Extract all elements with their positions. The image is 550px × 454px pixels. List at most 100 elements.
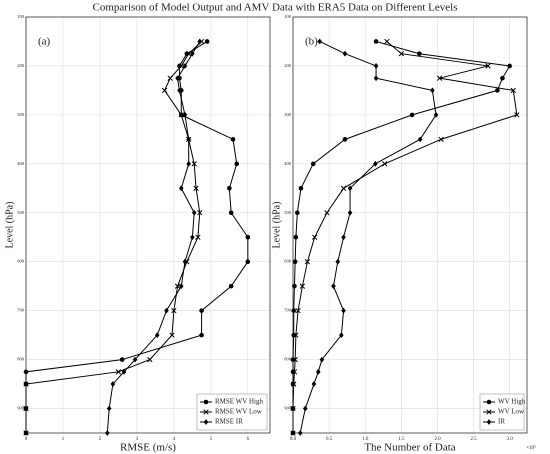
marker xyxy=(177,87,182,94)
x-axis-label: The Number of Data xyxy=(364,442,455,454)
y-tick-label: 300 xyxy=(284,112,292,117)
x-tick-label: 1.5 xyxy=(398,437,405,442)
marker xyxy=(510,87,516,94)
y-tick-label: 600 xyxy=(17,259,25,264)
marker xyxy=(292,259,298,265)
marker xyxy=(384,38,390,45)
marker xyxy=(121,368,127,375)
y-tick-label: 500 xyxy=(17,210,25,215)
marker xyxy=(319,356,325,363)
y-tick-label: 900 xyxy=(17,406,25,411)
y-tick-label: 400 xyxy=(17,161,25,166)
marker xyxy=(342,137,348,142)
marker xyxy=(430,87,435,94)
marker xyxy=(186,136,191,143)
marker xyxy=(203,419,209,425)
marker xyxy=(331,283,336,290)
marker xyxy=(23,405,29,412)
x-tick-label: 0.5 xyxy=(326,437,333,442)
x-tick-label: 2.5 xyxy=(470,437,477,442)
x-tick-label: 3.0 xyxy=(507,437,514,442)
marker xyxy=(164,307,169,314)
series-line xyxy=(106,41,201,434)
y-tick-label: 700 xyxy=(17,308,25,313)
marker xyxy=(204,39,210,44)
marker xyxy=(23,430,29,436)
offset-label: ×10⁵ xyxy=(526,445,536,451)
marker xyxy=(324,210,330,216)
marker xyxy=(291,308,297,313)
marker xyxy=(190,234,195,241)
plot-frame xyxy=(292,16,528,434)
marker xyxy=(178,185,184,192)
legend-label: WV Low xyxy=(498,408,525,416)
marker xyxy=(132,356,138,363)
series-line xyxy=(299,41,437,434)
y-tick-label: 300 xyxy=(17,112,25,117)
marker xyxy=(154,332,160,339)
marker xyxy=(335,258,341,265)
marker xyxy=(433,111,439,118)
y-tick-label: 100 xyxy=(17,14,25,19)
x-tick-label: 5 xyxy=(210,437,213,442)
marker xyxy=(347,185,353,192)
y-tick-label: 900 xyxy=(284,406,292,411)
marker xyxy=(340,185,347,191)
legend-label: RMSE IR xyxy=(215,418,243,426)
marker xyxy=(290,381,296,387)
legend-label: WV High xyxy=(498,398,526,406)
marker xyxy=(486,419,492,425)
marker xyxy=(191,161,197,167)
marker xyxy=(302,405,308,412)
marker xyxy=(436,75,443,81)
marker xyxy=(193,185,199,191)
y-tick-label: 800 xyxy=(284,357,292,362)
marker xyxy=(228,210,234,216)
panel-label: (b) xyxy=(305,36,318,48)
legend-label: RMSE WV High xyxy=(215,398,263,406)
marker xyxy=(315,368,321,375)
marker xyxy=(115,369,122,375)
series-line xyxy=(292,41,518,433)
marker xyxy=(290,430,296,436)
marker xyxy=(486,399,492,405)
y-tick-label: 100 xyxy=(284,14,292,19)
marker xyxy=(290,405,296,412)
marker xyxy=(417,136,423,143)
marker xyxy=(197,38,203,45)
marker xyxy=(292,283,297,289)
marker xyxy=(486,409,492,415)
marker xyxy=(293,332,299,338)
marker xyxy=(298,185,304,191)
marker xyxy=(382,161,388,167)
panel-label: (a) xyxy=(38,36,51,48)
marker xyxy=(339,332,344,339)
marker xyxy=(195,234,201,240)
marker xyxy=(174,283,181,289)
marker xyxy=(106,405,112,412)
x-tick-label: 0 xyxy=(25,437,28,442)
marker xyxy=(178,63,184,69)
marker xyxy=(175,75,180,82)
x-tick-label: 2.0 xyxy=(434,437,441,442)
x-tick-label: 3 xyxy=(136,437,139,442)
marker xyxy=(245,259,251,265)
y-tick-label: 400 xyxy=(284,161,292,166)
marker xyxy=(191,209,197,216)
marker xyxy=(203,399,209,405)
marker xyxy=(485,63,491,69)
marker xyxy=(342,50,348,57)
marker xyxy=(147,356,153,363)
marker xyxy=(373,39,379,44)
marker xyxy=(311,381,317,387)
marker xyxy=(110,381,116,387)
y-axis-label: Level (hPa) xyxy=(271,202,282,249)
marker xyxy=(409,112,415,118)
y-tick-label: 600 xyxy=(284,259,292,264)
marker xyxy=(178,283,184,290)
marker xyxy=(373,75,379,82)
marker xyxy=(167,75,173,81)
marker xyxy=(228,283,234,289)
marker xyxy=(182,258,188,265)
x-tick-label: 1.0 xyxy=(362,437,369,442)
